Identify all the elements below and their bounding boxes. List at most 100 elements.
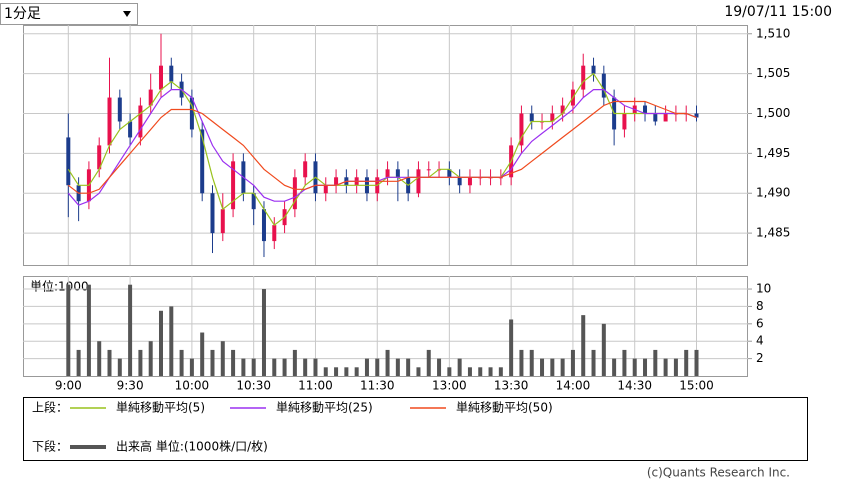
legend-label: 単純移動平均(50) xyxy=(456,401,553,415)
volume-bar xyxy=(395,358,400,376)
x-tick-label: 13:30 xyxy=(494,379,529,393)
volume-bar xyxy=(76,349,81,376)
volume-bar xyxy=(66,284,71,376)
x-tick-label: 11:00 xyxy=(298,379,333,393)
y-tick-label: 8 xyxy=(756,299,764,313)
volume-bar xyxy=(550,358,555,376)
volume-bar xyxy=(292,349,297,376)
y-tick-label: 1,500 xyxy=(756,106,790,120)
legend-label: 単純移動平均(5) xyxy=(116,401,205,415)
volume-bar xyxy=(529,349,534,376)
y-tick-label: 1,495 xyxy=(756,146,790,160)
x-tick-label: 13:00 xyxy=(432,379,467,393)
y-tick-label: 4 xyxy=(756,334,764,348)
volume-bar xyxy=(86,284,91,376)
candle-body xyxy=(323,185,328,194)
price-panel xyxy=(23,25,748,266)
candle-body xyxy=(231,161,236,210)
volume-bar xyxy=(354,367,359,376)
x-tick-label: 14:30 xyxy=(617,379,652,393)
candle-body xyxy=(200,129,205,194)
volume-bar xyxy=(251,358,256,376)
volume-bar xyxy=(138,349,143,376)
candle-body xyxy=(107,97,112,146)
volume-bar xyxy=(128,284,133,376)
volume-bar xyxy=(570,349,575,376)
period-text: 1分足 xyxy=(4,6,41,22)
candle-body xyxy=(303,161,308,178)
volume-bar xyxy=(272,358,277,376)
candle-body xyxy=(581,65,586,90)
candle-body xyxy=(292,177,297,210)
candle-body xyxy=(622,113,627,130)
legend-upper-label: 上段： xyxy=(32,400,68,415)
volume-bar xyxy=(117,358,122,376)
volume-bar xyxy=(694,349,699,376)
volume-bar xyxy=(282,358,287,376)
volume-unit: 単位:1000 xyxy=(30,279,89,294)
volume-bar xyxy=(498,367,503,376)
volume-bar xyxy=(303,358,308,376)
candle-body xyxy=(529,113,534,122)
moving-average-line xyxy=(67,100,697,194)
y-tick-label: 1,485 xyxy=(756,226,790,240)
x-tick-label: 15:00 xyxy=(679,379,714,393)
volume-panel xyxy=(23,276,748,377)
candle-body xyxy=(66,137,71,186)
volume-bar xyxy=(210,349,215,376)
x-tick-label: 10:00 xyxy=(175,379,210,393)
volume-bar xyxy=(416,367,421,376)
volume-bar xyxy=(612,358,617,376)
candle-body xyxy=(519,113,524,146)
volume-bar xyxy=(241,358,246,376)
candle-body xyxy=(395,169,400,178)
candle-body xyxy=(97,145,102,170)
volume-bar xyxy=(540,358,545,376)
candle-body xyxy=(148,89,153,106)
timestamp: 19/07/11 15:00 xyxy=(724,4,832,20)
volume-bar xyxy=(323,367,328,376)
candle-body xyxy=(138,105,143,138)
volume-bar xyxy=(581,315,586,376)
candle-body xyxy=(251,193,256,210)
candle-body xyxy=(426,169,431,171)
volume-bar xyxy=(334,367,339,376)
volume-bar xyxy=(169,306,174,376)
candle-body xyxy=(117,97,122,122)
legend-lower-label: 下段： xyxy=(32,439,68,454)
volume-bar xyxy=(313,358,318,376)
candle-body xyxy=(550,113,555,122)
volume-bar xyxy=(437,358,442,376)
volume-bar xyxy=(97,341,102,376)
volume-bar xyxy=(622,349,627,376)
volume-bar xyxy=(591,349,596,376)
volume-bar xyxy=(200,332,205,376)
volume-bar xyxy=(189,358,194,376)
x-tick-label: 9:30 xyxy=(117,379,144,393)
volume-bar xyxy=(478,367,483,376)
volume-bar xyxy=(601,323,606,376)
candle-body xyxy=(467,177,472,186)
volume-bar xyxy=(560,358,565,376)
moving-average-line xyxy=(67,89,697,206)
volume-bar xyxy=(375,358,380,376)
volume-bar xyxy=(673,358,678,376)
volume-bar xyxy=(457,358,462,376)
volume-bar xyxy=(107,349,112,376)
volume-bar xyxy=(148,341,153,376)
candle-body xyxy=(220,209,225,234)
footer: (c)Quants Research Inc. xyxy=(647,466,790,480)
volume-bar xyxy=(663,358,668,376)
candle-body xyxy=(158,65,163,90)
x-tick-label: 11:30 xyxy=(360,379,395,393)
candle-body xyxy=(643,105,648,114)
volume-bar xyxy=(344,367,349,376)
volume-bar xyxy=(426,349,431,376)
volume-bar xyxy=(385,349,390,376)
period-select[interactable] xyxy=(0,3,138,25)
volume-bar xyxy=(261,289,266,376)
volume-bar xyxy=(220,341,225,376)
volume-bar xyxy=(509,319,514,376)
candle-body xyxy=(663,113,668,122)
